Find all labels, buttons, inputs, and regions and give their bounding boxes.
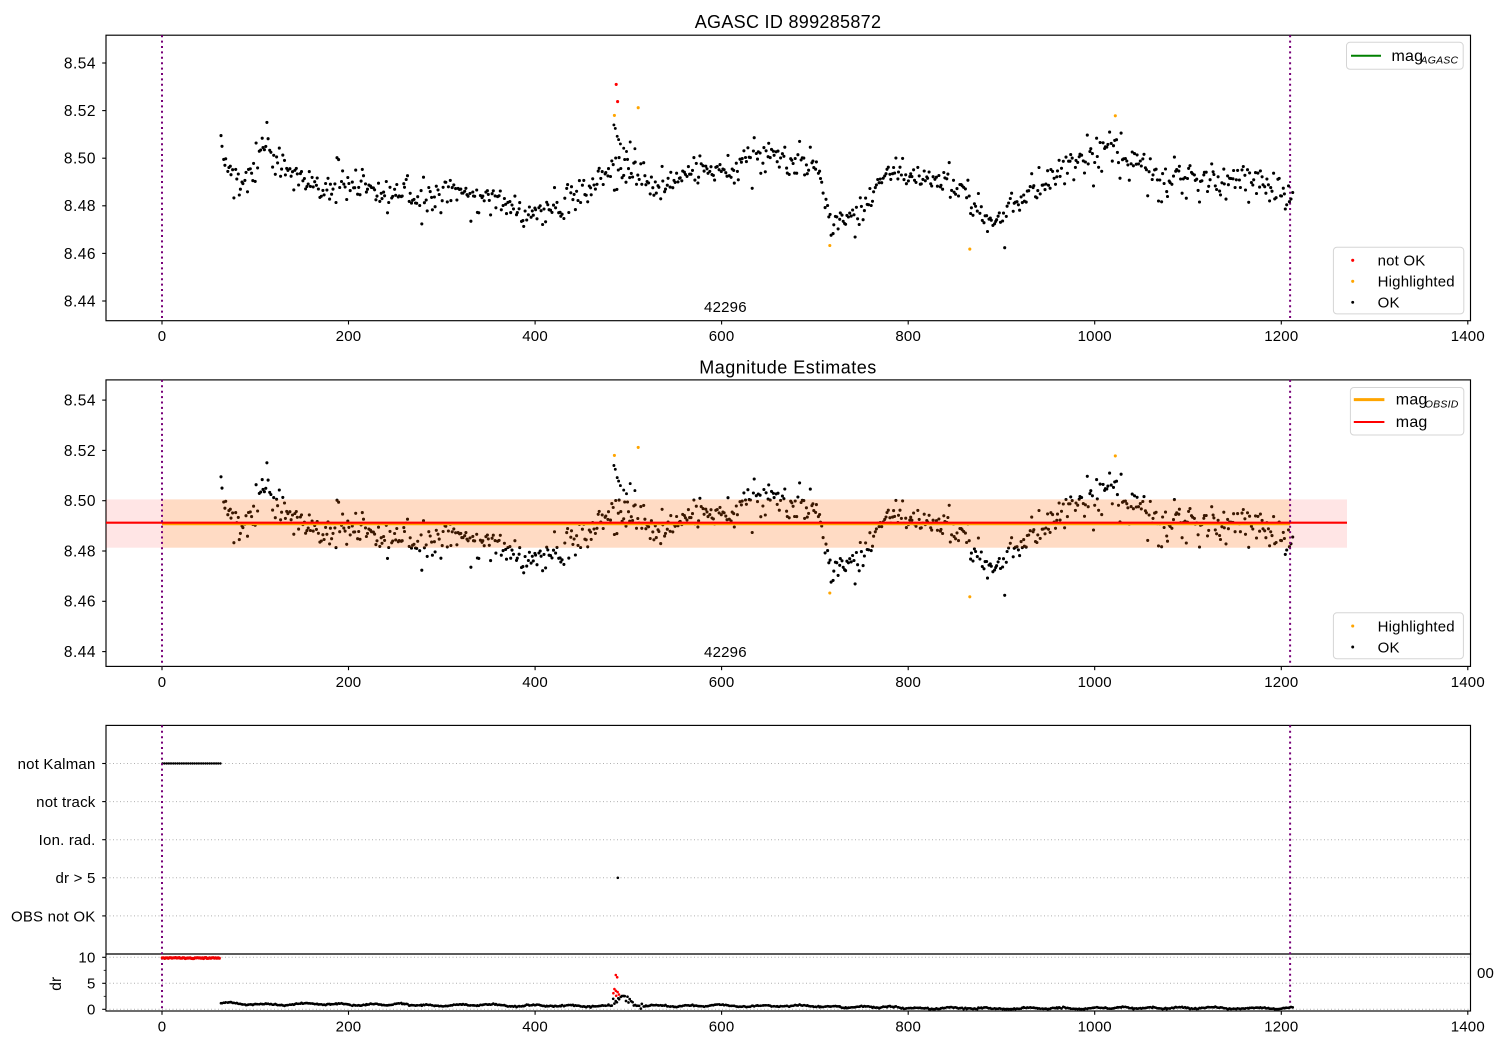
svg-text:8.50: 8.50	[64, 151, 96, 168]
svg-text:8.50: 8.50	[64, 493, 96, 510]
svg-text:not track: not track	[36, 794, 96, 811]
svg-text:8.44: 8.44	[64, 293, 96, 310]
svg-text:5: 5	[87, 976, 96, 993]
svg-text:1400: 1400	[1451, 328, 1485, 345]
svg-text:OBSID: OBSID	[1425, 398, 1459, 410]
svg-text:not Kalman: not Kalman	[18, 756, 96, 773]
svg-text:600: 600	[709, 328, 735, 345]
svg-text:OK: OK	[1378, 295, 1400, 312]
svg-text:1400: 1400	[1451, 674, 1485, 691]
svg-text:8.52: 8.52	[64, 103, 96, 120]
svg-text:1000: 1000	[1078, 328, 1112, 345]
svg-text:200: 200	[336, 1018, 362, 1035]
svg-text:8.44: 8.44	[64, 644, 96, 661]
svg-text:1200: 1200	[1264, 328, 1298, 345]
svg-text:dr > 5: dr > 5	[56, 870, 96, 887]
svg-text:mag: mag	[1396, 414, 1428, 431]
svg-text:8.48: 8.48	[64, 198, 96, 215]
svg-text:0: 0	[158, 1018, 167, 1035]
svg-text:AGASC ID 899285872: AGASC ID 899285872	[695, 12, 882, 32]
svg-text:400: 400	[522, 674, 548, 691]
svg-text:OK: OK	[1378, 639, 1400, 656]
svg-text:Highlighted: Highlighted	[1378, 274, 1455, 291]
svg-text:600: 600	[709, 1018, 735, 1035]
svg-text:200: 200	[336, 328, 362, 345]
svg-text:AGASC: AGASC	[1420, 55, 1459, 67]
svg-text:8.54: 8.54	[64, 55, 96, 72]
svg-text:400: 400	[522, 1018, 548, 1035]
svg-text:800: 800	[895, 674, 921, 691]
svg-text:1000: 1000	[1078, 674, 1112, 691]
svg-text:1400: 1400	[1451, 1018, 1485, 1035]
svg-text:OBS not OK: OBS not OK	[11, 908, 96, 925]
svg-text:Magnitude Estimates: Magnitude Estimates	[699, 357, 877, 377]
svg-text:42296: 42296	[704, 299, 747, 316]
svg-text:600: 600	[709, 674, 735, 691]
svg-text:Highlighted: Highlighted	[1378, 618, 1455, 635]
svg-text:8.48: 8.48	[64, 543, 96, 560]
svg-text:200: 200	[336, 674, 362, 691]
svg-text:8.54: 8.54	[64, 393, 96, 410]
svg-text:mag: mag	[1392, 48, 1424, 65]
svg-text:dr: dr	[48, 977, 65, 991]
svg-text:0: 0	[158, 328, 167, 345]
svg-text:1200: 1200	[1264, 1018, 1298, 1035]
svg-text:42296: 42296	[704, 644, 747, 661]
svg-text:800: 800	[895, 328, 921, 345]
svg-text:800: 800	[895, 1018, 921, 1035]
svg-text:8.46: 8.46	[64, 594, 96, 611]
svg-text:400: 400	[522, 328, 548, 345]
svg-text:00: 00	[1477, 965, 1494, 982]
svg-text:Ion. rad.: Ion. rad.	[39, 832, 96, 849]
svg-text:not OK: not OK	[1378, 253, 1426, 270]
svg-text:mag: mag	[1396, 392, 1428, 409]
svg-text:8.46: 8.46	[64, 246, 96, 263]
svg-text:8.52: 8.52	[64, 443, 96, 460]
svg-text:10: 10	[78, 950, 95, 967]
svg-text:1000: 1000	[1078, 1018, 1112, 1035]
svg-text:1200: 1200	[1264, 674, 1298, 691]
svg-text:0: 0	[87, 1002, 96, 1019]
svg-text:0: 0	[158, 674, 167, 691]
